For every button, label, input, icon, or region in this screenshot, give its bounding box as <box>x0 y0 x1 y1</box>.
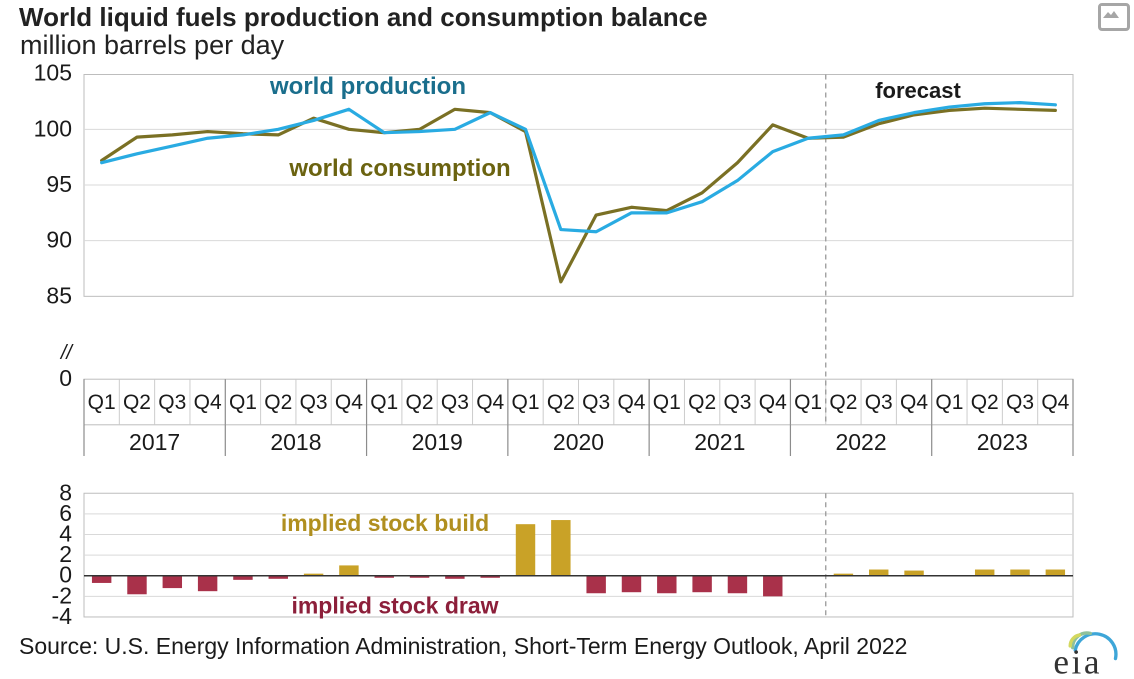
svg-text:2023: 2023 <box>977 429 1028 455</box>
svg-text:Q4: Q4 <box>194 391 222 414</box>
svg-text:Q1: Q1 <box>88 391 116 414</box>
svg-text:Q3: Q3 <box>158 391 186 414</box>
svg-text:world production: world production <box>269 73 466 100</box>
svg-text:2020: 2020 <box>553 429 604 455</box>
svg-text:Q2: Q2 <box>123 391 151 414</box>
svg-text:forecast: forecast <box>875 78 961 103</box>
svg-text:Q4: Q4 <box>900 391 928 414</box>
svg-text:100: 100 <box>34 115 72 141</box>
svg-text:2019: 2019 <box>412 429 463 455</box>
svg-text:eia: eia <box>1053 643 1102 677</box>
svg-text:Q1: Q1 <box>370 391 398 414</box>
svg-text:-4: -4 <box>52 603 73 629</box>
svg-text:Q4: Q4 <box>617 391 645 414</box>
svg-text:105: 105 <box>34 60 72 86</box>
svg-text:Q1: Q1 <box>653 391 681 414</box>
svg-text:Q3: Q3 <box>1006 391 1034 414</box>
svg-text:90: 90 <box>46 227 72 253</box>
svg-text:Q2: Q2 <box>688 391 716 414</box>
svg-text:Q3: Q3 <box>582 391 610 414</box>
svg-text:implied stock draw: implied stock draw <box>291 593 498 619</box>
svg-text:Q3: Q3 <box>865 391 893 414</box>
svg-text:Q2: Q2 <box>547 391 575 414</box>
svg-text:implied stock build: implied stock build <box>281 510 489 536</box>
svg-text:85: 85 <box>46 282 72 308</box>
svg-text:Q4: Q4 <box>1041 391 1069 414</box>
svg-text:Q1: Q1 <box>512 391 540 414</box>
svg-text:2021: 2021 <box>694 429 745 455</box>
svg-text://: // <box>59 342 75 364</box>
svg-text:Q3: Q3 <box>300 391 328 414</box>
svg-text:2018: 2018 <box>270 429 321 455</box>
svg-text:Q2: Q2 <box>406 391 434 414</box>
svg-text:Q3: Q3 <box>723 391 751 414</box>
svg-text:2017: 2017 <box>129 429 180 455</box>
svg-text:Q4: Q4 <box>759 391 787 414</box>
svg-text:2022: 2022 <box>835 429 886 455</box>
svg-text:Q4: Q4 <box>476 391 504 414</box>
svg-text:world consumption: world consumption <box>288 155 510 182</box>
svg-text:Q2: Q2 <box>264 391 292 414</box>
svg-text:Q4: Q4 <box>335 391 363 414</box>
svg-text:Q1: Q1 <box>229 391 257 414</box>
svg-text:0: 0 <box>59 365 72 391</box>
svg-text:Q2: Q2 <box>971 391 999 414</box>
svg-text:Q3: Q3 <box>441 391 469 414</box>
svg-text:95: 95 <box>46 171 72 197</box>
svg-text:Q1: Q1 <box>794 391 822 414</box>
svg-text:Q1: Q1 <box>935 391 963 414</box>
svg-text:Q2: Q2 <box>829 391 857 414</box>
